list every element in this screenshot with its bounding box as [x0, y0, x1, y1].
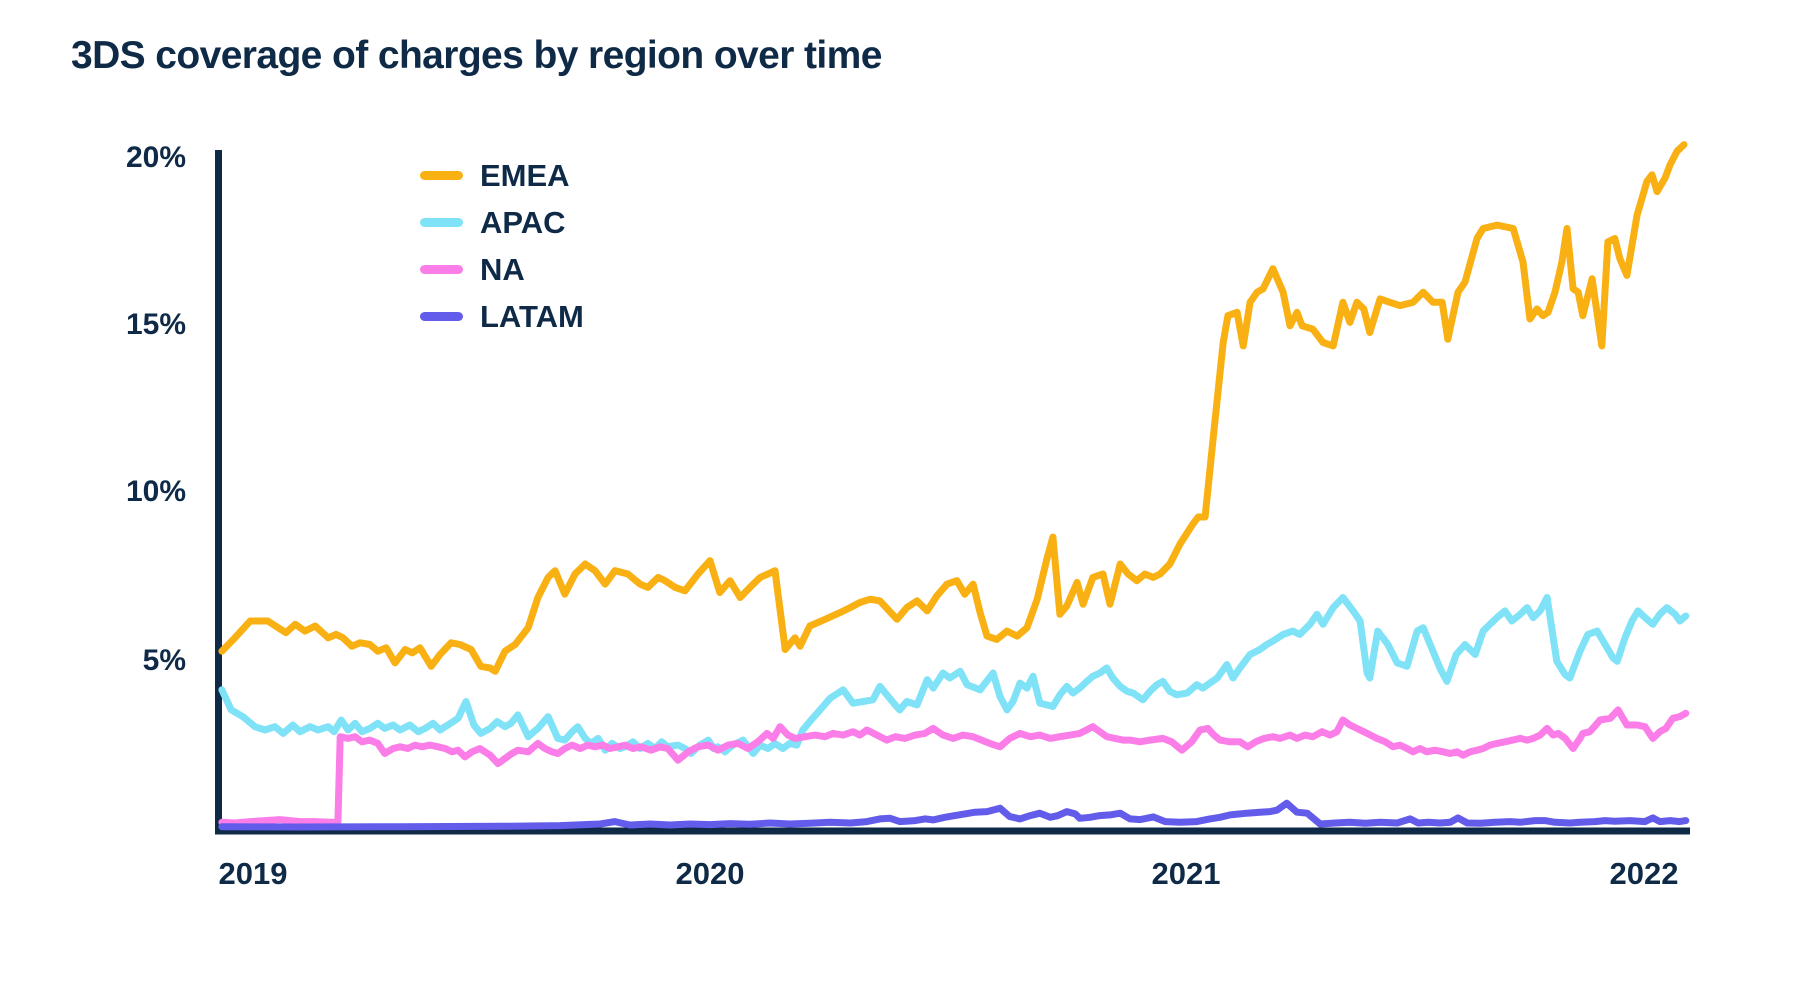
legend-swatch-na	[420, 265, 463, 274]
y-axis-label-20: 20%	[125, 141, 186, 174]
legend-swatch-latam	[420, 312, 463, 321]
legend-label-emea: EMEA	[480, 157, 570, 193]
x-axis-label-2022: 2022	[1609, 856, 1679, 891]
x-axis-label-2019: 2019	[218, 856, 288, 891]
legend-label-latam: LATAM	[480, 298, 584, 334]
y-axis-label-5: 5%	[142, 644, 186, 677]
legend-swatch-emea	[420, 171, 463, 180]
legend-label-apac: APAC	[480, 204, 566, 240]
legend-swatch-apac	[420, 218, 463, 227]
legend-item-apac: APAC	[420, 199, 584, 246]
x-axis-label-2021: 2021	[1151, 856, 1221, 891]
series-line-na	[218, 706, 1690, 827]
chart-title: 3DS coverage of charges by region over t…	[71, 34, 882, 77]
x-axis-label-2020: 2020	[675, 856, 745, 891]
legend-label-na: NA	[480, 251, 525, 287]
legend-item-emea: EMEA	[420, 152, 584, 199]
legend: EMEA APAC NA LATAM	[420, 152, 584, 340]
legend-item-latam: LATAM	[420, 293, 584, 340]
series-layer	[218, 141, 1690, 831]
series-line-emea	[218, 141, 1688, 675]
series-line-apac	[218, 594, 1690, 757]
series-line-latam	[218, 799, 1690, 831]
legend-item-na: NA	[420, 246, 584, 293]
y-axis-label-10: 10%	[125, 475, 186, 508]
y-axis-label-15: 15%	[125, 308, 186, 341]
